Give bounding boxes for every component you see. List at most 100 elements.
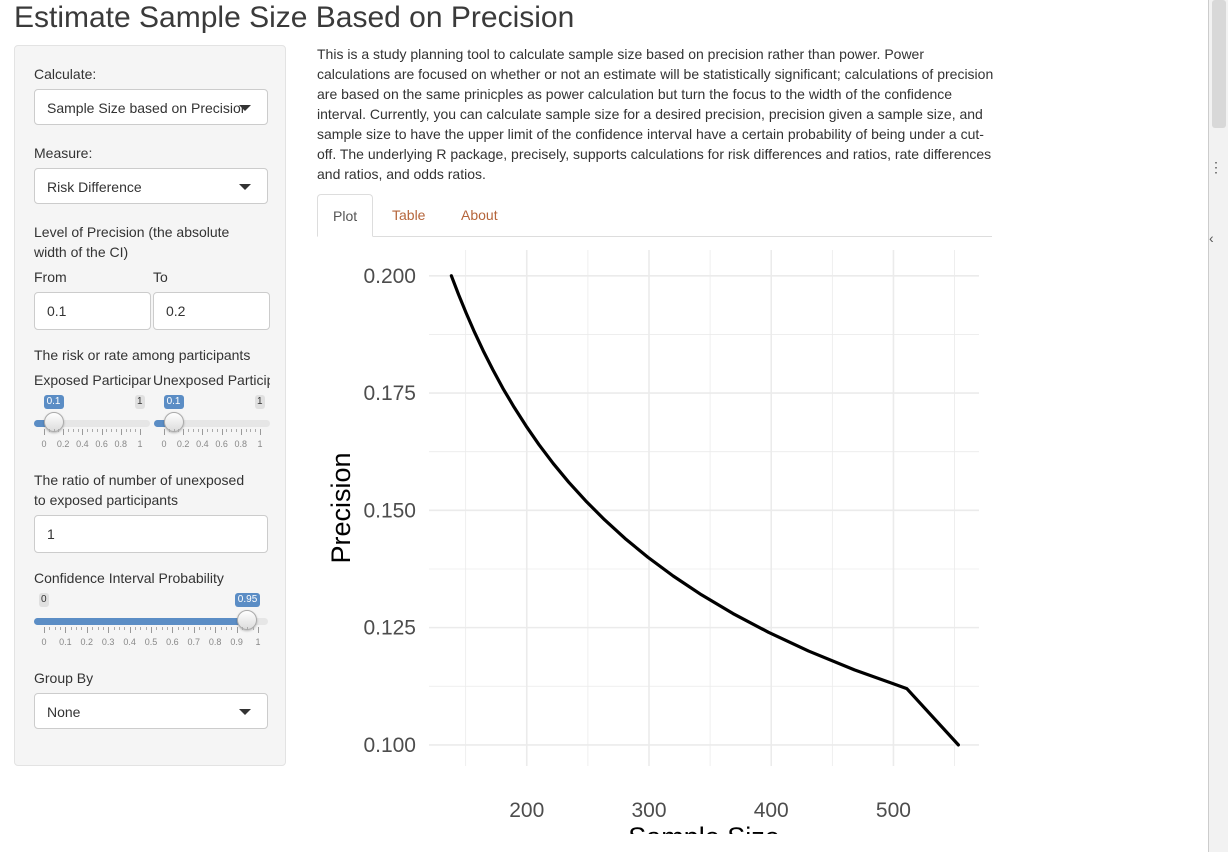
slider-tick-label: 0.2 <box>176 439 190 449</box>
ci-label: Confidence Interval Probability <box>34 570 224 586</box>
slider-max-badge: 1 <box>255 395 265 409</box>
scrollbar-thumb[interactable] <box>1212 0 1226 128</box>
slider-tick-label: 0.7 <box>187 637 201 647</box>
slider-minor-tick <box>245 429 247 432</box>
chevron-left-icon[interactable]: ‹ <box>1209 230 1214 246</box>
to-label: To <box>153 269 168 285</box>
slider-minor-tick <box>70 627 72 630</box>
slider-major-tick <box>183 429 185 435</box>
precision-curve <box>449 274 960 747</box>
slider-minor-tick <box>161 627 163 630</box>
slider-tick-label: 0.3 <box>101 637 115 647</box>
window-edge <box>1208 0 1228 852</box>
slider-minor-tick <box>168 429 170 432</box>
calculate-label: Calculate: <box>34 66 97 82</box>
calculate-select[interactable]: Sample Size based on Precision <box>34 89 268 125</box>
slider-major-tick <box>120 429 122 435</box>
slider-major-tick <box>164 429 165 435</box>
y-tick-label: 0.125 <box>363 617 416 640</box>
slider-minor-tick <box>77 429 79 432</box>
unexposed-label: Unexposed Participants <box>153 372 270 388</box>
slider-tick-label: 0.8 <box>208 637 222 647</box>
slider-tick-label: 0.9 <box>230 637 243 647</box>
unexposed-slider[interactable]: 0.1 1 0 0.2 0.4 0.6 0.8 1 <box>154 395 270 455</box>
precision-to-input[interactable]: 0.2 <box>153 292 270 330</box>
slider-minor-tick <box>134 627 136 630</box>
measure-select-value: Risk Difference <box>47 179 142 195</box>
slider-minor-tick <box>241 627 243 630</box>
measure-select[interactable]: Risk Difference <box>34 168 268 204</box>
measure-label: Measure: <box>34 145 93 161</box>
page-title: Estimate Sample Size Based on Precision <box>14 1 575 34</box>
slider-track[interactable] <box>154 420 270 427</box>
slider-major-tick <box>65 627 67 633</box>
tab-bar: Plot Table About <box>317 194 992 237</box>
more-vertical-icon[interactable]: ⋮ <box>1209 159 1223 175</box>
slider-minor-tick <box>252 627 254 630</box>
precision-from-input[interactable]: 0.1 <box>34 292 151 330</box>
slider-minor-tick <box>72 429 74 432</box>
slider-track[interactable] <box>34 420 150 427</box>
slider-minor-tick <box>197 429 199 432</box>
x-tick-label: 200 <box>509 799 544 822</box>
slider-minor-tick <box>226 429 228 432</box>
slider-major-tick <box>108 627 110 633</box>
slider-minor-tick <box>130 429 132 432</box>
slider-major-tick <box>86 627 88 633</box>
slider-minor-tick <box>236 429 237 432</box>
slider-fill <box>34 618 248 625</box>
precision-label-line2: width of the CI) <box>34 244 129 260</box>
slider-minor-tick <box>220 627 222 630</box>
slider-minor-tick <box>54 627 56 630</box>
slider-minor-tick <box>102 627 104 630</box>
tab-plot[interactable]: Plot <box>317 194 374 237</box>
exposed-slider[interactable]: 0.1 1 0 0.2 0.4 0.6 0.8 1 <box>34 395 150 455</box>
x-tick-label: 500 <box>876 799 911 822</box>
slider-major-tick <box>258 627 259 633</box>
ratio-label-line2: to exposed participants <box>34 492 178 508</box>
from-label: From <box>34 269 67 285</box>
chevron-down-icon <box>239 105 251 111</box>
ratio-input[interactable]: 1 <box>34 515 268 553</box>
slider-minor-tick <box>173 429 175 432</box>
slider-minor-tick <box>212 429 213 432</box>
slider-major-tick <box>63 429 65 435</box>
precision-plot: 0.100 0.125 0.150 0.175 0.200 200 300 400 500 Sam… <box>317 244 997 852</box>
slider-minor-tick <box>145 627 147 630</box>
slider-minor-tick <box>188 627 190 630</box>
slider-minor-tick <box>49 627 51 630</box>
ratio-label-line1: The ratio of number of unexposed <box>34 472 245 488</box>
description-text: This is a study planning tool to calcula… <box>317 46 994 182</box>
group-by-label: Group By <box>34 670 94 686</box>
slider-minor-tick <box>96 429 98 432</box>
slider-tick-label: 0.1 <box>59 637 72 647</box>
slider-minor-tick <box>209 627 211 630</box>
slider-min-badge: 0 <box>39 593 49 607</box>
calculate-select-value: Sample Size based on Precision <box>47 100 243 116</box>
slider-major-tick <box>101 429 103 435</box>
slider-minor-tick <box>140 627 142 630</box>
group-by-select[interactable]: None <box>34 693 268 729</box>
slider-tick-label: 0.5 <box>144 637 158 647</box>
slider-minor-tick <box>48 429 50 432</box>
slider-minor-tick <box>92 429 93 432</box>
slider-max-badge: 1 <box>135 395 145 409</box>
slider-value-badge: 0.95 <box>234 593 261 607</box>
slider-minor-tick <box>204 627 206 630</box>
slider-major-tick <box>193 627 195 633</box>
slider-minor-tick <box>177 627 179 630</box>
exposed-label: Exposed Participants <box>34 372 151 388</box>
y-axis-title: Precision <box>326 452 356 563</box>
slider-value-badge: 0.1 <box>163 395 184 409</box>
precision-label-line1: Level of Precision (the absolute <box>34 224 230 240</box>
tab-about[interactable]: About <box>461 207 498 223</box>
risk-label: The risk or rate among participants <box>34 347 251 363</box>
y-tick-label: 0.150 <box>363 499 416 522</box>
tab-table[interactable]: Table <box>392 207 426 223</box>
x-tick-label: 400 <box>754 799 789 822</box>
ci-probability-slider[interactable]: 0.95 0 0 0.1 0.2 0.3 0.4 0.5 0.6 0.7 0.8 0.9 1 <box>34 593 268 653</box>
sidebar-panel: Calculate: Sample Size based on Precisio… <box>14 45 286 766</box>
slider-minor-tick <box>216 429 218 432</box>
slider-tick-label: 0.8 <box>234 439 248 449</box>
slider-minor-tick <box>68 429 69 432</box>
